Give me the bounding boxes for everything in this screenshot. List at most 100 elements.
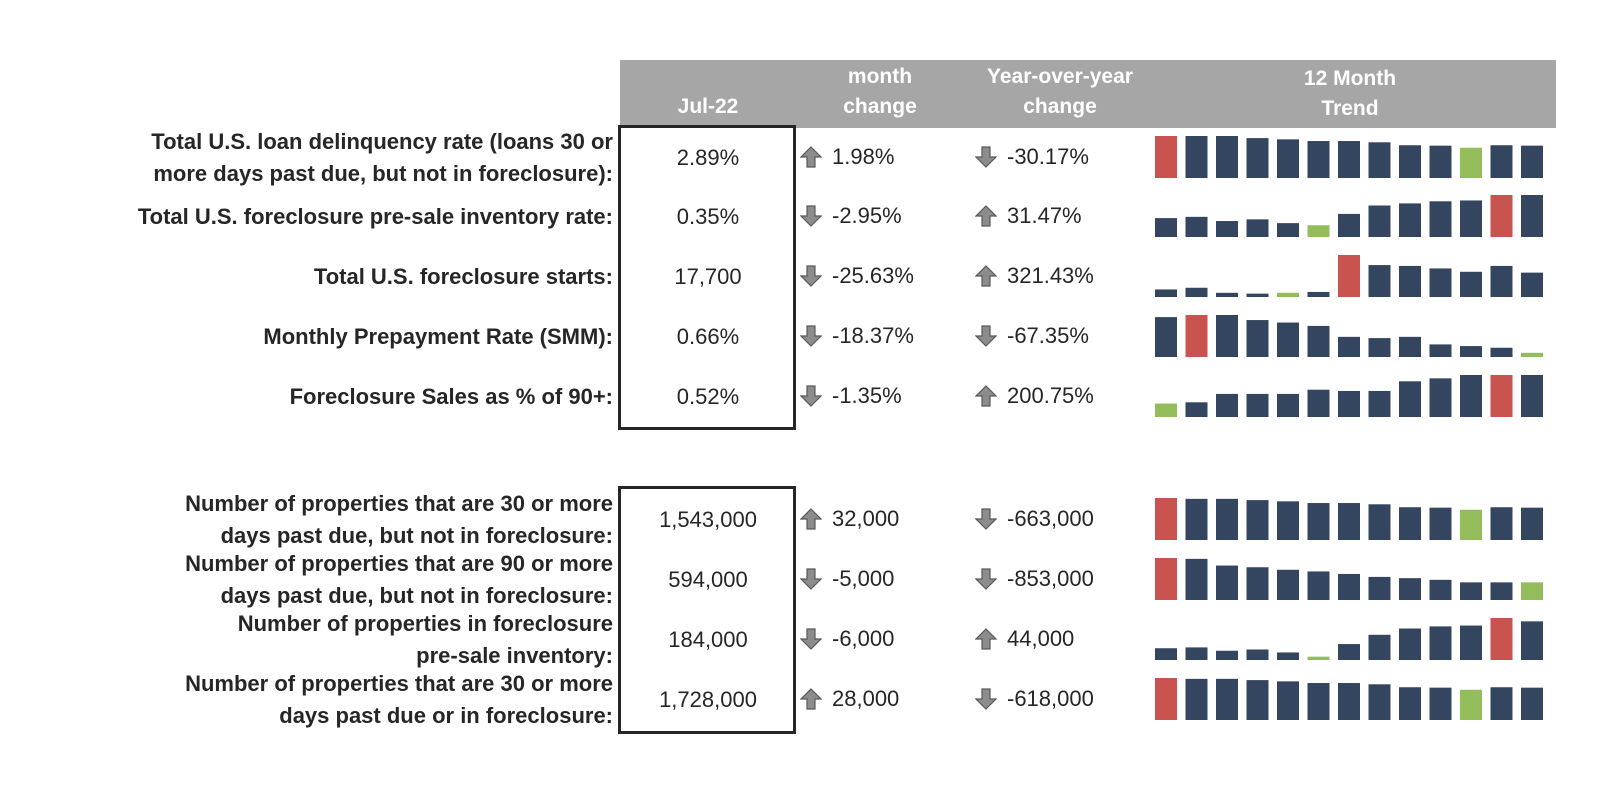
- trend-bar: [1155, 136, 1177, 178]
- trend-bar: [1368, 576, 1391, 600]
- trend-sparkline: [1155, 255, 1543, 297]
- trend-bar: [1521, 507, 1543, 540]
- month-change: 32,000: [799, 506, 899, 532]
- trend-bar: [1185, 287, 1208, 297]
- row-label-line: days past due or in foreclosure:: [279, 703, 613, 728]
- row-label: Total U.S. loan delinquency rate (loans …: [53, 126, 613, 190]
- trend-bar: [1307, 225, 1330, 237]
- trend-bar: [1246, 567, 1269, 600]
- trend-bar: [1185, 647, 1208, 660]
- trend-bar: [1185, 498, 1208, 540]
- trend-bar: [1246, 680, 1269, 720]
- trend-bar: [1277, 569, 1299, 600]
- trend-bar: [1307, 503, 1330, 540]
- trend-bar: [1155, 218, 1177, 237]
- trend-bar: [1521, 352, 1543, 357]
- month-change-value: -6,000: [832, 626, 895, 651]
- current-value: 1,728,000: [659, 687, 757, 712]
- trend-bar: [1216, 498, 1238, 540]
- trend-bar: [1246, 219, 1269, 237]
- trend-bar: [1490, 265, 1513, 297]
- current-value: 0.66%: [676, 324, 740, 349]
- arrow-down-icon: [799, 628, 823, 650]
- row-label-line: Total U.S. loan delinquency rate (loans …: [151, 129, 613, 154]
- header-current-month: Jul-22: [677, 95, 739, 118]
- trend-bar: [1277, 292, 1299, 297]
- trend-bar: [1216, 292, 1238, 297]
- trend-bar: [1155, 678, 1177, 720]
- row-label-line: Number of properties that are 90 or more: [185, 551, 613, 576]
- month-change-value: 28,000: [832, 686, 900, 711]
- row-label-line: Number of properties that are 30 or more: [185, 491, 613, 516]
- row-label: Number of properties that are 30 or more…: [53, 668, 613, 732]
- trend-sparkline: [1155, 558, 1543, 600]
- trend-bar: [1338, 503, 1360, 540]
- arrow-up-icon: [799, 146, 823, 168]
- yoy-change-value: -618,000: [1007, 686, 1094, 711]
- trend-bar: [1185, 402, 1208, 417]
- trend-bar: [1368, 142, 1391, 178]
- trend-bar: [1185, 558, 1208, 600]
- trend-bar: [1429, 507, 1452, 540]
- trend-bar: [1399, 203, 1421, 237]
- yoy-change-value: -30.17%: [1007, 144, 1089, 169]
- trend-bar: [1521, 195, 1543, 237]
- trend-sparkline: [1155, 195, 1543, 237]
- row-label-line: pre-sale inventory:: [416, 643, 613, 668]
- yoy-change: -618,000: [974, 686, 1094, 712]
- trend-bar: [1368, 265, 1391, 297]
- trend-bar: [1338, 213, 1360, 237]
- trend-bar: [1216, 393, 1238, 417]
- header-yoy-change-line1: Year-over-year: [987, 65, 1133, 88]
- month-change: -25.63%: [799, 263, 914, 289]
- trend-bar: [1216, 678, 1238, 720]
- trend-bar: [1460, 147, 1482, 178]
- arrow-down-icon: [974, 508, 998, 530]
- current-value: 17,700: [674, 264, 742, 289]
- current-value: 0.52%: [676, 384, 740, 409]
- trend-bar: [1460, 346, 1482, 357]
- trend-bar: [1429, 268, 1452, 297]
- yoy-change-value: -67.35%: [1007, 323, 1089, 348]
- trend-bar: [1368, 504, 1391, 540]
- trend-bar: [1429, 579, 1452, 600]
- arrow-down-icon: [799, 205, 823, 227]
- trend-bar: [1246, 500, 1269, 540]
- yoy-change-value: -853,000: [1007, 566, 1094, 591]
- row-label-line: Number of properties in foreclosure: [237, 611, 613, 636]
- trend-bar: [1460, 625, 1482, 660]
- trend-bar: [1368, 684, 1391, 720]
- trend-bar: [1490, 195, 1513, 237]
- row-label-line: days past due, but not in foreclosure:: [220, 583, 613, 608]
- header-month-change: month change: [805, 62, 955, 122]
- yoy-change-value: 321.43%: [1007, 263, 1094, 288]
- trend-bar: [1460, 271, 1482, 297]
- yoy-change: 200.75%: [974, 383, 1094, 409]
- row-label: Number of properties in foreclosure pre-s…: [53, 608, 613, 672]
- trend-bar: [1307, 291, 1330, 297]
- yoy-change-value: 31.47%: [1007, 203, 1082, 228]
- current-value: 1,543,000: [659, 507, 757, 532]
- trend-bar: [1155, 317, 1177, 357]
- trend-bar: [1277, 223, 1299, 237]
- trend-bar: [1155, 558, 1177, 600]
- trend-bar: [1399, 265, 1421, 297]
- month-change-value: 1.98%: [832, 144, 895, 169]
- row-label-line: more days past due, but not in foreclosu…: [153, 161, 613, 186]
- month-change: -6,000: [799, 626, 895, 652]
- trend-bar: [1460, 375, 1482, 417]
- trend-bar: [1307, 683, 1330, 720]
- arrow-up-icon: [974, 628, 998, 650]
- trend-bar: [1521, 272, 1543, 297]
- trend-bar: [1216, 221, 1238, 237]
- month-change-value: -2.95%: [832, 203, 902, 228]
- header-trend-line2: Trend: [1321, 97, 1379, 120]
- trend-bar: [1460, 582, 1482, 600]
- trend-bar: [1490, 618, 1513, 660]
- trend-bar: [1216, 315, 1238, 357]
- yoy-change: 44,000: [974, 626, 1074, 652]
- current-value-box-top: [618, 125, 796, 430]
- trend-bar: [1399, 381, 1421, 417]
- header-12-month-trend: 12 Month Trend: [1200, 64, 1500, 124]
- month-change: 1.98%: [799, 144, 895, 170]
